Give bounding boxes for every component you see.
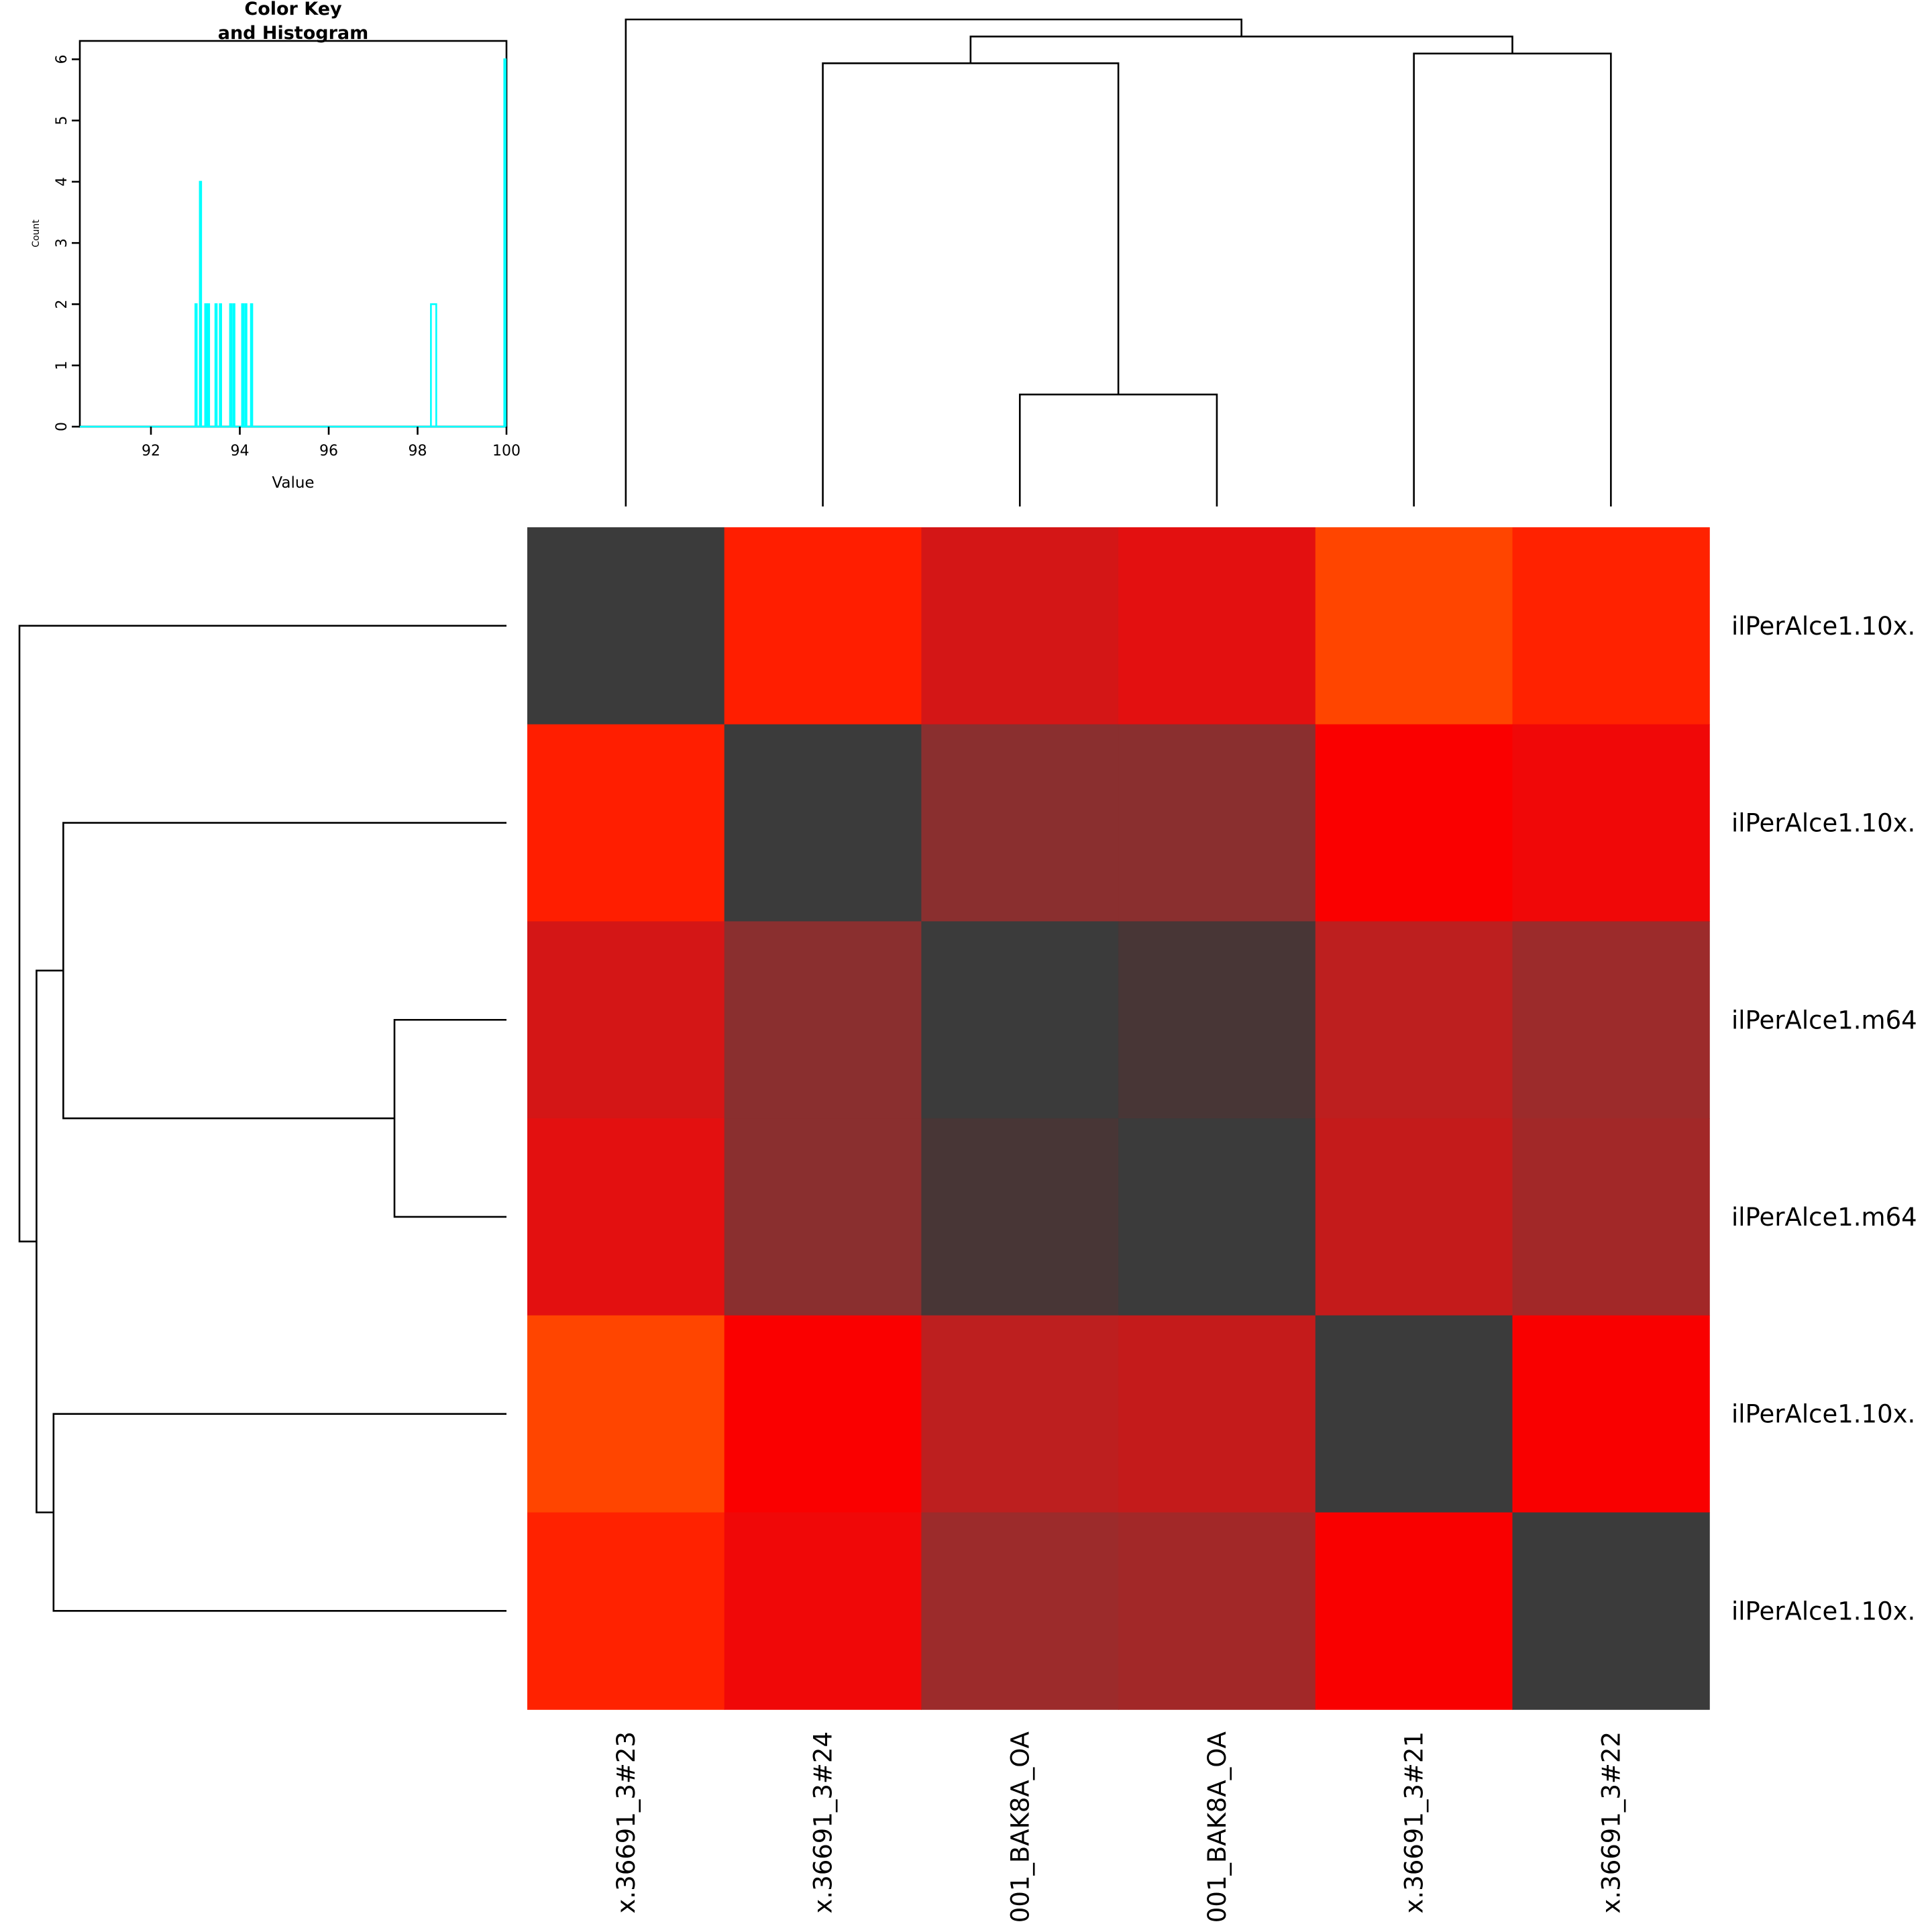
heatmap-cell	[921, 921, 1119, 1119]
hist-bar	[232, 303, 235, 427]
heatmap-cell	[921, 527, 1119, 725]
hist-bar	[214, 303, 218, 427]
x-tick-label: 98	[409, 443, 427, 460]
heatmap-cell	[1315, 1118, 1513, 1316]
row-dendrogram	[18, 625, 506, 1612]
hist-plot-box	[78, 40, 508, 428]
dendrogram-branch	[822, 62, 1120, 506]
heatmap-cell	[921, 1118, 1119, 1316]
hist-title-line1: Color Key	[244, 0, 342, 19]
hist-bar	[241, 303, 245, 427]
color-key-histogram: Color Key and Histogram Value Count 92 94…	[31, 0, 521, 492]
dendrogram-branch	[1018, 393, 1218, 506]
hist-bar	[204, 303, 208, 427]
y-tick-label: 5	[54, 116, 70, 125]
heatmap-cell	[1118, 921, 1316, 1119]
column-label: x.36691_3#22	[1597, 1731, 1625, 1913]
heatmap-cell	[1118, 1315, 1316, 1513]
x-tick-label: 94	[231, 443, 250, 460]
heatmap-cell	[724, 921, 922, 1119]
heatmap-cell	[921, 724, 1119, 922]
y-tick-label: 1	[54, 361, 70, 370]
heatmap-cell	[1118, 1118, 1316, 1316]
heatmap-cells	[527, 527, 1710, 1710]
column-label: 001_BAK8A_OA	[1006, 1731, 1034, 1923]
y-tick-label: 3	[54, 238, 70, 248]
column-label: x.36691_3#21	[1400, 1731, 1429, 1913]
row-label: ilPerAlce1.10x.	[1731, 1597, 1915, 1625]
hist-bar	[250, 303, 254, 427]
heatmap-cell	[921, 1512, 1119, 1710]
hist-bar	[194, 303, 198, 427]
heatmap-cell	[724, 1512, 922, 1710]
x-tick-label: 100	[492, 443, 521, 460]
dendrogram-branch	[393, 1018, 506, 1218]
heatmap-cell	[724, 1118, 922, 1316]
heatmap-cell	[921, 1315, 1119, 1513]
y-tick-label: 0	[54, 422, 70, 431]
heatmap-cell	[1118, 724, 1316, 922]
heatmap-cell	[1512, 1315, 1710, 1513]
dendrogram-branch	[18, 625, 506, 1242]
hist-bar	[430, 303, 437, 427]
heatmap-cell	[1315, 724, 1513, 922]
dendrogram-branch	[52, 1413, 506, 1612]
hist-bar	[503, 58, 506, 427]
heatmap-cell	[1315, 527, 1513, 725]
column-labels: x.36691_3#23 x.36691_3#24 001_BAK8A_OA 001_…	[612, 1731, 1626, 1923]
heatmap-cell	[527, 1512, 725, 1710]
column-label: 001_BAK8A_OA	[1203, 1731, 1232, 1923]
heatmap-cell	[724, 724, 922, 922]
row-label: ilPerAlce1.10x.	[1731, 1400, 1915, 1429]
hist-ylabel: Count	[31, 219, 42, 248]
heatmap-cell	[724, 527, 922, 725]
y-tick-label: 4	[54, 177, 70, 186]
column-dendrogram	[625, 18, 1612, 506]
heatmap-cell	[1512, 527, 1710, 725]
x-tick-label: 96	[319, 443, 338, 460]
heatmap-cell	[724, 1315, 922, 1513]
hist-xlabel: Value	[272, 474, 314, 492]
heatmap-cell	[1512, 1512, 1710, 1710]
dendrogram-branch	[62, 822, 506, 1120]
heatmap-cell	[1118, 527, 1316, 725]
heatmap-cell	[527, 1315, 725, 1513]
heatmap-cell	[1315, 921, 1513, 1119]
hist-bar	[199, 180, 203, 427]
hist-bar	[244, 303, 248, 427]
heatmap-cell	[1118, 1512, 1316, 1710]
dendrogram-branch	[36, 969, 64, 1513]
heatmap-cell	[1315, 1315, 1513, 1513]
y-tick-label: 2	[54, 299, 70, 309]
hist-bar	[219, 303, 222, 427]
heatmap-cell	[1512, 724, 1710, 922]
dendrogram-branch	[625, 18, 1242, 506]
heatmap-cell	[1315, 1512, 1513, 1710]
dendrogram-branch	[1413, 52, 1612, 506]
heatmap-cell	[1512, 921, 1710, 1119]
heatmap-cell	[527, 527, 725, 725]
row-label: ilPerAlce1.10x.	[1731, 612, 1915, 641]
heatmap-cell	[1512, 1118, 1710, 1316]
column-label: x.36691_3#23	[612, 1731, 641, 1913]
row-label: ilPerAlce1.m64	[1731, 1203, 1917, 1232]
heatmap-cell	[527, 1118, 725, 1316]
row-label: ilPerAlce1.10x.	[1731, 809, 1915, 838]
heatmap-cell	[527, 921, 725, 1119]
hist-bar	[229, 303, 233, 427]
heatmap-cell	[527, 724, 725, 922]
column-label: x.36691_3#24	[809, 1731, 838, 1913]
row-labels: ilPerAlce1.10x. ilPerAlce1.10x. ilPerAlce1…	[1731, 612, 1917, 1626]
x-tick-label: 92	[142, 443, 160, 460]
row-label: ilPerAlce1.m64	[1731, 1006, 1917, 1034]
y-tick-label: 6	[54, 54, 70, 64]
hist-bar	[207, 303, 211, 427]
dendrogram-branch	[969, 36, 1513, 64]
